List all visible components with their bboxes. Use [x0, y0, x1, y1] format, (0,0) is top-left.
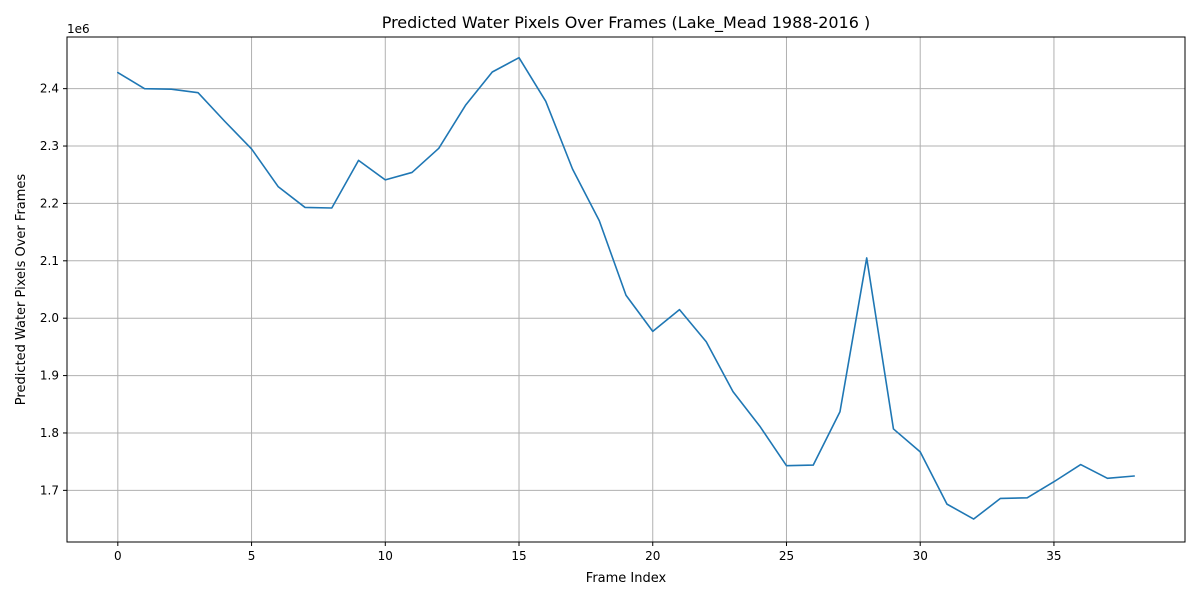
plot-frame [66, 36, 1186, 543]
x-tick-label: 20 [645, 549, 660, 563]
axis-ticks: 0 5 10 15 20 25 30 35 1.7 1.8 1.9 2.0 2.1 2.2 2.3 2.4 [40, 82, 1062, 563]
y-tick-label: 2.1 [40, 254, 59, 268]
y-tick-label: 1.8 [40, 426, 59, 440]
series-layer [117, 56, 1135, 520]
x-tick-label: 15 [511, 549, 526, 563]
x-tick-label: 30 [913, 549, 928, 563]
y-tick-label: 2.4 [40, 82, 59, 96]
x-tick-label: 5 [248, 549, 256, 563]
x-tick-label: 25 [779, 549, 794, 563]
y-tick-label: 2.0 [40, 311, 59, 325]
y-tick-label: 1.9 [40, 369, 59, 383]
series-line [117, 56, 1135, 520]
x-tick-label: 35 [1046, 549, 1061, 563]
x-tick-label: 10 [378, 549, 393, 563]
y-tick-label: 1.7 [40, 483, 59, 497]
chart-title: Predicted Water Pixels Over Frames (Lake… [382, 13, 871, 33]
y-tick-label: 2.2 [40, 196, 59, 210]
y-axis-offset-label: 1e6 [67, 22, 90, 36]
x-axis-label: Frame Index [586, 571, 667, 586]
y-axis-label: Predicted Water Pixels Over Frames [14, 174, 29, 406]
x-tick-label: 0 [114, 549, 122, 563]
y-tick-label: 2.3 [40, 139, 59, 153]
grid-lines [67, 37, 1185, 542]
